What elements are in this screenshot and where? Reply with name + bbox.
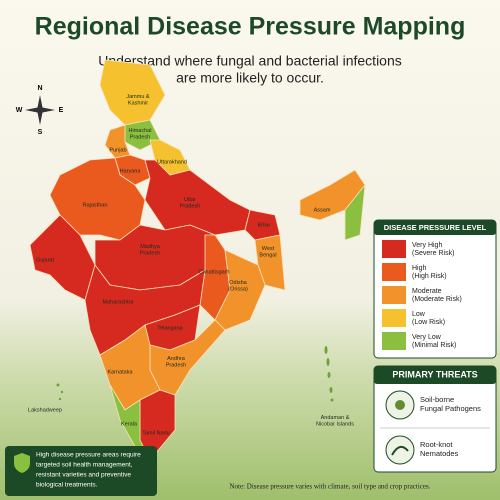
region-label: Himachal — [129, 128, 152, 134]
callout-box — [5, 446, 157, 496]
compass-w: W — [16, 107, 23, 114]
legend-sublabel: (Low Risk) — [412, 319, 445, 326]
legend-swatch — [382, 263, 406, 281]
region-label: Lakshadweep — [28, 407, 62, 413]
region-label: Nicobar Islands — [316, 422, 354, 428]
region-label: Karnataka — [107, 369, 133, 375]
threats: PRIMARY THREATS — [373, 365, 497, 473]
nematode-icon — [391, 445, 409, 456]
region-label: Pradesh — [180, 204, 201, 210]
callout-text: High disease pressure areas require — [36, 452, 141, 459]
region-label: West — [262, 246, 275, 252]
region-label: Gujarat — [36, 257, 55, 263]
compass-s: S — [38, 129, 43, 136]
region-label: Jammu & — [126, 94, 150, 100]
legend: DISEASE PRESSURE LEVEL — [373, 219, 497, 359]
title: Regional Disease Pressure Mapping — [35, 13, 466, 41]
callout — [5, 446, 157, 496]
legend-title: DISEASE PRESSURE LEVEL — [384, 223, 487, 232]
legend-label: Very Low — [412, 334, 442, 341]
threats-title: PRIMARY THREATS — [392, 369, 477, 379]
region-label: Pradesh — [166, 363, 187, 369]
region-label: Assam — [314, 207, 331, 213]
region-label: Chhattisgarh — [198, 269, 229, 275]
legend-sublabel: (Severe Risk) — [412, 250, 454, 257]
legend-sublabel: (Minimal Risk) — [412, 342, 456, 349]
legend-label: Very High — [412, 242, 442, 249]
legend-swatch — [382, 309, 406, 327]
legend-swatch — [382, 286, 406, 304]
region-label: Kashmir — [128, 101, 148, 107]
shield-icon — [14, 453, 30, 473]
threats-header — [374, 366, 496, 384]
map: Jammu &KashmirHimachalPradeshPunjabUttar… — [28, 59, 366, 461]
region-label: Andaman & — [321, 415, 350, 421]
callout-text: biological treatments. — [36, 482, 98, 489]
region-label: Andhra — [167, 356, 186, 362]
region-label: Pradesh — [140, 251, 161, 257]
region-label: Odisha — [229, 280, 247, 286]
threat-label: Root-knot — [420, 440, 453, 449]
region-label: Bihar — [258, 222, 271, 228]
threat-label: Soil-borne — [420, 395, 454, 404]
region-label: Haryana — [120, 168, 142, 174]
subtitle: are more likely to occur. — [176, 70, 324, 86]
threat-label: Nematodes — [420, 449, 459, 458]
legend-label: High — [412, 265, 427, 272]
region-label: Pradesh — [130, 135, 151, 141]
nematode-icon — [385, 435, 415, 465]
note: Note: Disease pressure varies with clima… — [230, 483, 431, 491]
region-label: Maharashtra — [103, 299, 135, 305]
region-label: Kerala — [121, 421, 138, 427]
islands — [56, 346, 334, 402]
fungus-icon — [395, 400, 405, 410]
region-label: Bengal — [259, 253, 276, 259]
region — [344, 183, 366, 241]
legend-swatch — [382, 332, 406, 350]
legend-header — [374, 220, 496, 235]
region — [214, 249, 266, 331]
region-label: (Orissa) — [228, 287, 248, 293]
legend-label: Moderate — [412, 288, 442, 295]
region-label: Punjab — [109, 147, 126, 153]
region-label: Tamil Nadu — [142, 430, 170, 436]
legend-sublabel: (High Risk) — [412, 273, 447, 280]
legend-swatch — [382, 240, 406, 258]
threat-label: Fungal Pathogens — [420, 404, 481, 413]
subtitle: Understand where fungal and bacterial in… — [98, 53, 402, 69]
callout-text: resistant varieties and preventive — [36, 472, 131, 479]
compass-n: N — [37, 85, 42, 92]
region-label: Uttar — [184, 197, 196, 203]
region-label: Madhya — [140, 244, 161, 250]
legend-label: Low — [412, 311, 426, 318]
compass-e: E — [59, 107, 64, 114]
region — [254, 234, 286, 291]
region-label: Uttarakhand — [157, 159, 187, 165]
region-label: Rajasthan — [83, 202, 108, 208]
callout-text: targeted soil health management, — [36, 462, 133, 469]
region-label: Telangana — [157, 325, 183, 331]
compass: N E S W — [16, 85, 64, 136]
legend-sublabel: (Moderate Risk) — [412, 296, 462, 303]
